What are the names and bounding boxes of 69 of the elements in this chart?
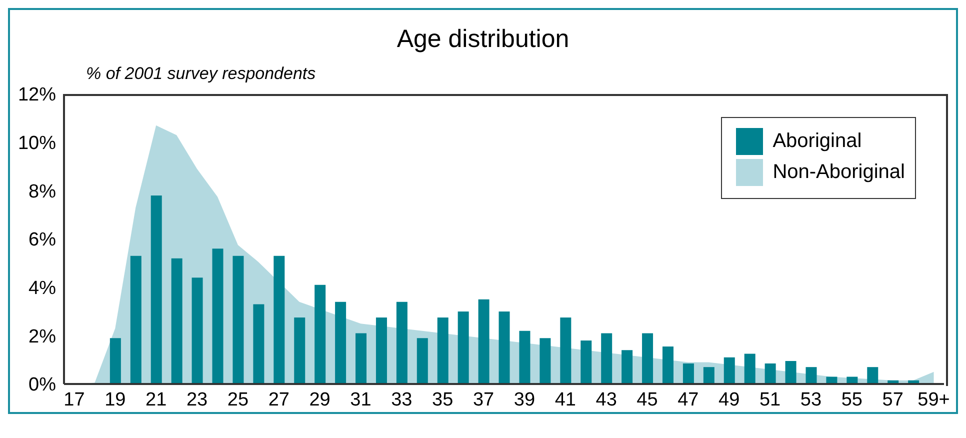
- y-tick-label: 0%: [28, 374, 56, 396]
- bar: [478, 299, 490, 384]
- bar: [519, 330, 530, 384]
- x-tick-label: 49: [718, 389, 740, 410]
- x-tick-label: 19: [104, 389, 126, 410]
- bar: [580, 340, 592, 384]
- x-tick-label: 47: [678, 389, 699, 410]
- bar: [601, 333, 612, 384]
- x-tick-label: 33: [391, 389, 412, 410]
- x-tick-label: 45: [636, 389, 658, 410]
- x-tick-label: 43: [596, 389, 617, 410]
- bar: [232, 256, 244, 384]
- x-tick-label: 51: [759, 389, 781, 410]
- y-tick-label: 10%: [18, 133, 56, 154]
- x-tick-label: 55: [841, 389, 862, 410]
- bar: [867, 367, 878, 384]
- y-tick-label: 8%: [28, 181, 56, 202]
- x-tick-label: 53: [800, 389, 822, 410]
- x-tick-label: 39: [514, 389, 536, 410]
- bar: [540, 338, 551, 384]
- bar: [724, 357, 735, 384]
- x-tick-label: 31: [350, 389, 372, 410]
- bar: [274, 256, 285, 384]
- bar: [192, 278, 203, 384]
- x-tick-label: 59+: [918, 389, 950, 410]
- bar: [785, 361, 796, 384]
- x-tick-label: 35: [432, 389, 454, 410]
- x-tick-label: 29: [309, 389, 330, 410]
- y-tick-label: 4%: [28, 278, 56, 300]
- bar: [335, 302, 346, 384]
- bar: [560, 318, 572, 384]
- bar: [622, 350, 633, 384]
- chart-title: Age distribution: [396, 24, 570, 55]
- bar: [806, 367, 817, 384]
- legend-label: Non-Aboriginal: [772, 161, 905, 184]
- bar: [171, 258, 182, 384]
- bar: [764, 363, 776, 384]
- bar: [642, 333, 654, 384]
- x-tick-label: 21: [146, 389, 167, 410]
- bar: [212, 248, 224, 384]
- bar: [703, 367, 714, 384]
- bar: [498, 312, 510, 384]
- y-tick-label: 2%: [28, 326, 56, 348]
- bar: [150, 196, 162, 384]
- bar: [682, 363, 694, 384]
- bar: [110, 338, 121, 384]
- legend-label: Aboriginal: [772, 130, 862, 153]
- bar: [314, 284, 326, 384]
- x-tick-label: 37: [472, 389, 494, 410]
- bar: [253, 304, 264, 384]
- y-tick-label: 6%: [28, 230, 56, 251]
- y-axis-title: % of 2001 survey respondents: [85, 63, 317, 84]
- bar: [458, 312, 469, 384]
- bar: [294, 318, 306, 384]
- x-tick-label: 23: [186, 389, 208, 410]
- bar: [662, 346, 674, 384]
- bar: [437, 318, 448, 384]
- x-tick-label: 27: [268, 389, 290, 410]
- bar: [356, 333, 367, 384]
- bar: [130, 256, 142, 384]
- bar: [396, 302, 408, 384]
- x-tick-label: 41: [554, 389, 576, 410]
- x-tick-label: 25: [227, 389, 249, 410]
- bar: [416, 338, 428, 384]
- y-tick-label: 12%: [18, 84, 56, 106]
- x-tick-label: 17: [64, 389, 85, 410]
- x-tick-label: 57: [882, 389, 904, 410]
- bar: [744, 354, 756, 384]
- bar: [376, 318, 387, 384]
